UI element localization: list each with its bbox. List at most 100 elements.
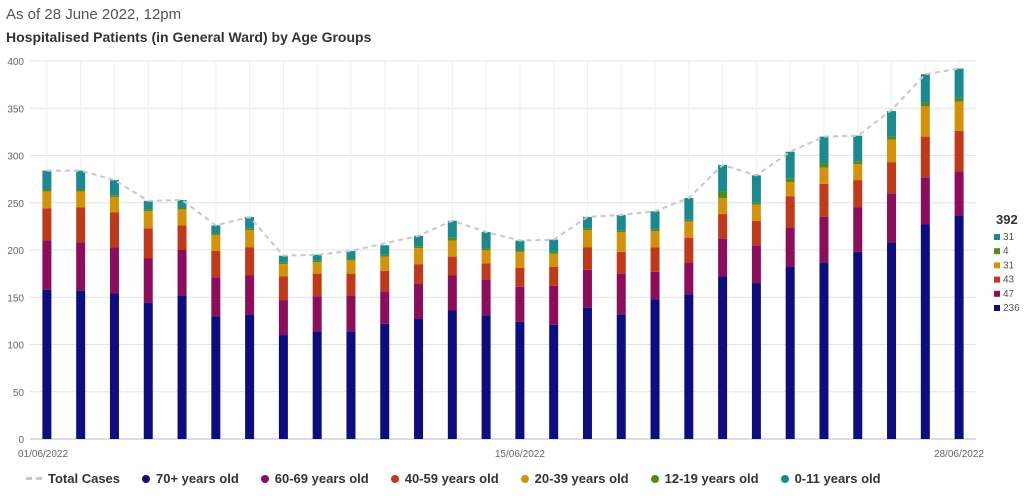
bar-segment-70-years-old [718, 276, 728, 439]
legend-dot-icon [260, 474, 269, 483]
bar-segment-12-19-years-old [312, 260, 322, 263]
bar-segment-70-years-old [751, 283, 761, 439]
bar-segment-40-59-years-old [819, 183, 829, 217]
bar-segment-20-39-years-old [718, 198, 728, 215]
latest-swatch [994, 248, 1000, 255]
bar-segment-60-69-years-old [616, 273, 626, 315]
bar-segment-70-years-old [650, 299, 660, 439]
latest-swatch [994, 262, 1000, 269]
bar-segment-20-39-years-old [380, 256, 390, 271]
bar-segment-40-59-years-old [684, 237, 694, 263]
latest-swatch [994, 276, 1000, 283]
bar-segment-70-years-old [616, 314, 626, 439]
bar-segment-60-69-years-old [887, 193, 897, 243]
bar-segment-12-19-years-old [177, 207, 187, 210]
bar-segment-70-years-old [312, 331, 322, 439]
bar-segment-70-years-old [211, 316, 221, 439]
legend-item[interactable]: Total Cases [26, 471, 120, 486]
y-tick-label: 0 [18, 435, 24, 446]
bar-segment-20-39-years-old [515, 251, 525, 268]
y-tick-label: 400 [7, 57, 24, 68]
legend-item[interactable]: 70+ years old [142, 471, 239, 486]
bar-segment-20-39-years-old [278, 264, 288, 277]
bar-segment-0-11-years-old [650, 211, 660, 230]
bar-segment-20-39-years-old [143, 211, 153, 229]
bar-segment-20-39-years-old [245, 230, 255, 248]
bar-segment-0-11-years-old [109, 180, 119, 196]
legend-item[interactable]: 0-11 years old [780, 471, 881, 486]
bar-segment-70-years-old [954, 215, 964, 439]
bar-segment-12-19-years-old [549, 251, 559, 254]
bar-segment-12-19-years-old [920, 102, 930, 107]
bar-segment-40-59-years-old [920, 136, 930, 178]
bar-segment-20-39-years-old [650, 231, 660, 248]
legend-item[interactable]: 12-19 years old [650, 471, 759, 486]
chart-subtitle: As of 28 June 2022, 12pm [6, 6, 182, 23]
bar-segment-20-39-years-old [346, 260, 356, 274]
bar-segment-20-39-years-old [954, 101, 964, 131]
bar-segment-0-11-years-old [76, 170, 86, 190]
bar-segment-60-69-years-old [42, 240, 52, 290]
bar-segment-70-years-old [887, 242, 897, 439]
bar-segment-0-11-years-old [245, 216, 255, 229]
bar-segment-60-69-years-old [920, 177, 930, 225]
legend-label: 12-19 years old [664, 471, 759, 486]
bar-segment-70-years-old [447, 310, 457, 439]
bar-segment-40-59-years-old [414, 264, 424, 285]
legend-item[interactable]: 60-69 years old [260, 471, 369, 486]
legend-dot-icon [780, 474, 789, 483]
bar-segment-40-59-years-old [177, 225, 187, 250]
bar-segment-0-11-years-old [447, 220, 457, 238]
bar-segment-40-59-years-old [887, 162, 897, 194]
bar-segment-12-19-years-old [954, 97, 964, 102]
y-tick-label: 300 [7, 152, 24, 163]
bar-segment-60-69-years-old [211, 277, 221, 317]
bar-segment-60-69-years-old [177, 250, 187, 296]
bar-segment-70-years-old [414, 318, 424, 439]
bar-segment-70-years-old [582, 307, 592, 439]
chart-legend: Total Cases 70+ years old 60-69 years old 4… [26, 471, 881, 486]
bar-segment-60-69-years-old [718, 238, 728, 277]
bar-segment-60-69-years-old [751, 245, 761, 284]
bar-segment-20-39-years-old [819, 167, 829, 184]
bar-segment-40-59-years-old [312, 273, 322, 297]
bar-segment-60-69-years-old [143, 258, 153, 303]
bar-segment-12-19-years-old [278, 262, 288, 265]
legend-item[interactable]: 40-59 years old [390, 471, 499, 486]
stacked-bar-chart: 0 50 100 150 200 250 300 350 400 01/06/2022 15/06/… [7, 57, 1020, 460]
legend-dot-icon [390, 474, 399, 483]
latest-total-value: 392 [996, 212, 1018, 227]
total-cases-line [46, 67, 960, 257]
bar-segment-70-years-old [380, 323, 390, 439]
bar-segment-60-69-years-old [76, 242, 86, 291]
bar-segment-12-19-years-old [515, 250, 525, 252]
bar-segment-70-years-old [819, 262, 829, 439]
bar-segment-0-11-years-old [414, 235, 424, 247]
legend-item[interactable]: 20-39 years old [520, 471, 629, 486]
bar-segment-70-years-old [853, 251, 863, 439]
bar-segment-0-11-years-old [312, 254, 322, 261]
bar-segment-60-69-years-old [109, 247, 119, 294]
bar-segment-0-11-years-old [920, 74, 930, 103]
legend-label: 20-39 years old [534, 471, 629, 486]
bar-segment-70-years-old [549, 324, 559, 439]
y-tick-label: 150 [7, 293, 24, 304]
bar-segment-40-59-years-old [109, 212, 119, 248]
bar-segment-12-19-years-old [447, 237, 457, 241]
bar-segment-70-years-old [515, 321, 525, 439]
bar-segment-40-59-years-old [650, 247, 660, 272]
bar-segment-60-69-years-old [447, 275, 457, 311]
legend-dot-icon [650, 474, 659, 483]
bar-segment-70-years-old [177, 295, 187, 439]
legend-label: 60-69 years old [274, 471, 369, 486]
bar-segment-20-39-years-old [887, 139, 897, 163]
bar-segment-12-19-years-old [109, 195, 119, 198]
bar-segment-70-years-old [346, 331, 356, 439]
bar-segment-60-69-years-old [650, 271, 660, 300]
x-tick-label: 15/06/2022 [495, 449, 545, 460]
bar-segment-60-69-years-old [549, 285, 559, 325]
bar-segment-60-69-years-old [380, 291, 390, 324]
x-tick-label: 01/06/2022 [18, 449, 68, 460]
bar-segment-60-69-years-old [481, 279, 491, 316]
bar-segment-40-59-years-old [582, 247, 592, 270]
